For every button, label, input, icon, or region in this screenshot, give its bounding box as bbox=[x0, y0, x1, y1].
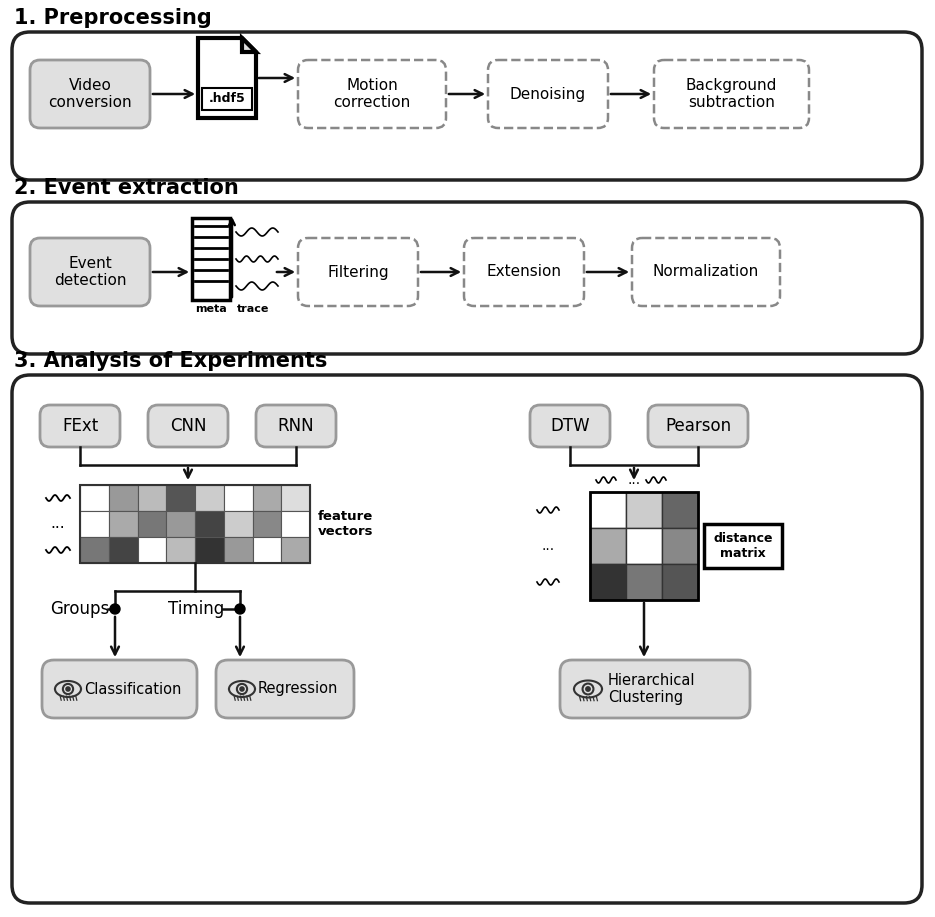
FancyBboxPatch shape bbox=[560, 660, 750, 718]
Bar bbox=[195, 537, 223, 563]
Text: trace: trace bbox=[237, 304, 269, 314]
Text: distance
matrix: distance matrix bbox=[713, 532, 772, 560]
Bar bbox=[223, 511, 252, 537]
Bar bbox=[252, 485, 281, 511]
Text: .hdf5: .hdf5 bbox=[209, 93, 245, 105]
Text: 3. Analysis of Experiments: 3. Analysis of Experiments bbox=[14, 351, 327, 371]
Bar bbox=[137, 485, 166, 511]
FancyBboxPatch shape bbox=[12, 202, 922, 354]
Bar bbox=[252, 537, 281, 563]
Bar bbox=[108, 485, 137, 511]
Bar bbox=[281, 511, 310, 537]
FancyBboxPatch shape bbox=[148, 405, 228, 447]
FancyBboxPatch shape bbox=[30, 60, 150, 128]
Bar bbox=[252, 511, 281, 537]
Bar bbox=[192, 218, 230, 300]
Bar bbox=[80, 511, 108, 537]
Bar bbox=[704, 524, 782, 568]
Bar bbox=[166, 511, 195, 537]
Text: Normalization: Normalization bbox=[653, 264, 759, 280]
Text: Background
subtraction: Background subtraction bbox=[685, 78, 777, 110]
Bar bbox=[195, 485, 223, 511]
Bar bbox=[626, 564, 662, 600]
Text: DTW: DTW bbox=[550, 417, 590, 435]
Text: RNN: RNN bbox=[278, 417, 314, 435]
Bar bbox=[626, 528, 662, 564]
Text: Video
conversion: Video conversion bbox=[49, 78, 132, 110]
FancyBboxPatch shape bbox=[42, 660, 197, 718]
Text: CNN: CNN bbox=[170, 417, 207, 435]
Text: ...: ... bbox=[541, 539, 554, 553]
Bar bbox=[281, 485, 310, 511]
FancyBboxPatch shape bbox=[30, 238, 150, 306]
FancyBboxPatch shape bbox=[298, 238, 418, 306]
FancyBboxPatch shape bbox=[530, 405, 610, 447]
Bar bbox=[223, 537, 252, 563]
Bar bbox=[166, 485, 195, 511]
Bar bbox=[80, 485, 108, 511]
Bar bbox=[108, 537, 137, 563]
FancyBboxPatch shape bbox=[464, 238, 584, 306]
FancyBboxPatch shape bbox=[654, 60, 809, 128]
Bar bbox=[195, 511, 223, 537]
FancyBboxPatch shape bbox=[12, 32, 922, 180]
Text: Motion
correction: Motion correction bbox=[334, 78, 410, 110]
Text: 2. Event extraction: 2. Event extraction bbox=[14, 178, 238, 198]
Bar bbox=[80, 485, 310, 563]
Bar bbox=[281, 537, 310, 563]
Circle shape bbox=[66, 687, 70, 691]
Polygon shape bbox=[198, 38, 256, 118]
Text: Event
detection: Event detection bbox=[53, 256, 126, 288]
Bar bbox=[662, 564, 698, 600]
Text: Filtering: Filtering bbox=[327, 264, 389, 280]
Bar bbox=[223, 485, 252, 511]
Text: Extension: Extension bbox=[486, 264, 562, 280]
Polygon shape bbox=[242, 38, 256, 52]
Bar bbox=[108, 511, 137, 537]
FancyBboxPatch shape bbox=[256, 405, 336, 447]
Text: ...: ... bbox=[50, 516, 65, 532]
Bar bbox=[202, 88, 252, 110]
FancyBboxPatch shape bbox=[298, 60, 446, 128]
Bar bbox=[137, 511, 166, 537]
Text: Groups: Groups bbox=[50, 600, 109, 618]
Text: meta: meta bbox=[195, 304, 227, 314]
Bar bbox=[590, 492, 626, 528]
Bar bbox=[626, 492, 662, 528]
Text: Hierarchical
Clustering: Hierarchical Clustering bbox=[608, 673, 696, 705]
Text: 1. Preprocessing: 1. Preprocessing bbox=[14, 8, 211, 28]
Bar bbox=[662, 528, 698, 564]
Text: feature
vectors: feature vectors bbox=[318, 510, 373, 538]
Text: FExt: FExt bbox=[62, 417, 98, 435]
FancyBboxPatch shape bbox=[216, 660, 354, 718]
Bar bbox=[590, 564, 626, 600]
Bar bbox=[137, 537, 166, 563]
Bar bbox=[590, 492, 698, 600]
Text: Pearson: Pearson bbox=[665, 417, 731, 435]
Text: Timing: Timing bbox=[168, 600, 224, 618]
Circle shape bbox=[235, 604, 245, 614]
Bar bbox=[80, 537, 108, 563]
Bar bbox=[662, 492, 698, 528]
FancyBboxPatch shape bbox=[40, 405, 120, 447]
FancyBboxPatch shape bbox=[12, 375, 922, 903]
Circle shape bbox=[240, 687, 244, 691]
Text: Classification: Classification bbox=[84, 681, 181, 697]
Bar bbox=[166, 537, 195, 563]
Bar bbox=[590, 528, 626, 564]
Circle shape bbox=[110, 604, 120, 614]
Text: ...: ... bbox=[627, 473, 640, 487]
FancyBboxPatch shape bbox=[488, 60, 608, 128]
Text: Regression: Regression bbox=[258, 681, 338, 697]
FancyBboxPatch shape bbox=[648, 405, 748, 447]
FancyBboxPatch shape bbox=[632, 238, 780, 306]
Circle shape bbox=[586, 687, 590, 691]
Text: Denoising: Denoising bbox=[510, 86, 586, 102]
